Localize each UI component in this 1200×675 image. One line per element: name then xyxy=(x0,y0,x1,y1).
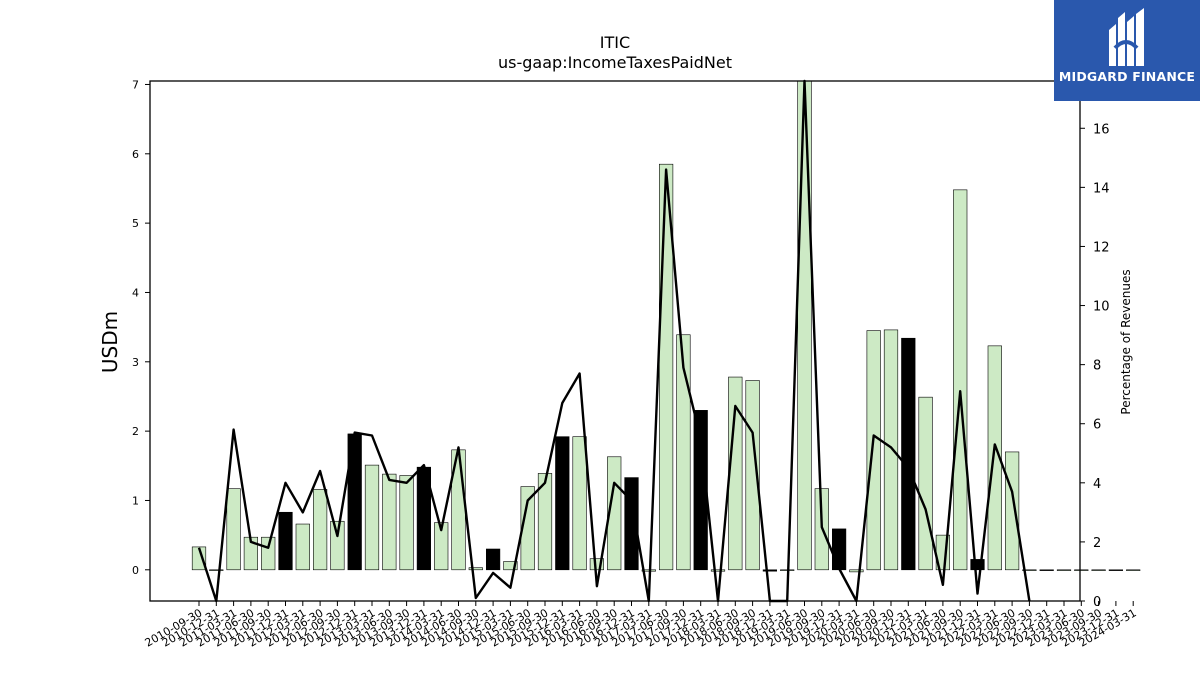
y-tick-label: 5 xyxy=(132,217,139,230)
bar xyxy=(762,569,777,572)
bar xyxy=(953,189,968,571)
bar xyxy=(883,329,899,571)
logo-text: MIDGARD FINANCE xyxy=(1058,69,1196,84)
y-tick-label: 6 xyxy=(132,148,139,161)
bar xyxy=(1108,569,1123,571)
bar xyxy=(589,558,604,571)
bar xyxy=(330,520,345,571)
bar xyxy=(382,473,397,571)
bar xyxy=(866,330,881,571)
y2-tick-label: 10 xyxy=(1093,300,1110,315)
bar xyxy=(485,548,501,571)
bar xyxy=(970,559,985,571)
bar xyxy=(520,486,535,571)
plot-frame xyxy=(149,80,1081,602)
y-tick-label: 7 xyxy=(132,78,139,91)
bar xyxy=(710,569,726,572)
bar xyxy=(693,410,708,571)
bar xyxy=(572,436,587,571)
bar xyxy=(1056,569,1072,571)
y-tick-label: 3 xyxy=(132,356,139,369)
x-axis: 2010-09-302010-12-312011-03-312011-06-30… xyxy=(143,601,1139,650)
chart-title: ITIC xyxy=(600,33,630,52)
y2-tick-label: 16 xyxy=(1093,122,1110,137)
bar xyxy=(434,522,449,571)
bar xyxy=(918,396,933,571)
y-tick-label: 1 xyxy=(132,494,139,507)
bar xyxy=(1074,569,1089,571)
midgard-finance-logo: MIDGARD FINANCE xyxy=(1054,0,1200,101)
y-tick-label: 2 xyxy=(132,425,139,438)
bar xyxy=(209,569,224,571)
y2-tick-label: 6 xyxy=(1093,418,1101,433)
bar xyxy=(987,345,1002,571)
bars xyxy=(191,80,1141,573)
bar xyxy=(226,488,241,571)
bar xyxy=(797,80,812,571)
logo-mark-icon xyxy=(1109,8,1144,66)
bar xyxy=(191,546,207,571)
bar xyxy=(1091,569,1106,571)
bar xyxy=(1039,569,1054,571)
y2-axis-label: Percentage of Revenues xyxy=(1119,269,1133,414)
y2-tick-label: 4 xyxy=(1093,477,1101,492)
series-line xyxy=(197,79,1031,603)
bar xyxy=(468,567,483,571)
y-axis: 0 1 2 3 4 5 6 7 xyxy=(132,78,150,577)
y2-axis: 0 2 4 6 8 10 12 14 16 xyxy=(1080,122,1110,610)
bar xyxy=(364,464,380,571)
bar xyxy=(624,477,639,571)
bar xyxy=(849,569,864,573)
y2-tick-label: 14 xyxy=(1093,181,1110,196)
bar xyxy=(555,436,570,571)
y2-tick-label: 0 xyxy=(1093,595,1101,610)
y-axis-label: USDm xyxy=(98,311,122,373)
bar xyxy=(1126,569,1141,571)
y2-tick-label: 8 xyxy=(1093,359,1101,374)
bar xyxy=(1022,569,1037,571)
bar xyxy=(261,536,276,571)
bar xyxy=(503,561,518,571)
bar xyxy=(901,337,916,571)
y-tick-label: 4 xyxy=(132,286,139,299)
y-tick-label: 0 xyxy=(132,564,139,577)
y2-tick-label: 12 xyxy=(1093,240,1110,255)
bar xyxy=(831,528,847,571)
bar xyxy=(676,334,691,571)
bar xyxy=(1004,451,1020,571)
bar xyxy=(312,489,328,571)
bar xyxy=(399,475,414,571)
line-layer xyxy=(197,79,1031,603)
y2-tick-label: 2 xyxy=(1093,536,1101,551)
bar xyxy=(537,473,553,571)
chart-subtitle: us-gaap:IncomeTaxesPaidNet xyxy=(498,53,732,72)
bar xyxy=(295,523,310,571)
bar xyxy=(278,511,293,571)
